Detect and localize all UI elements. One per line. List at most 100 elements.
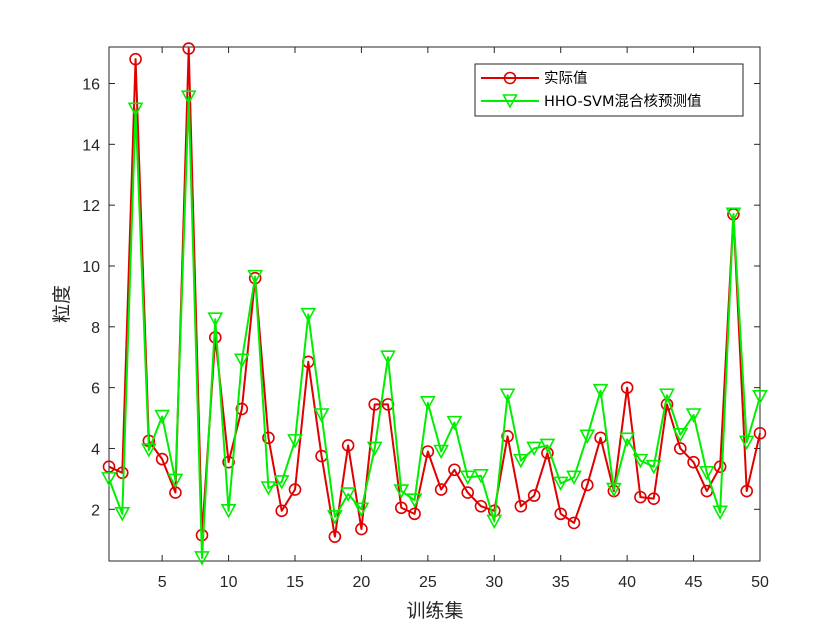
data-point-actual	[448, 463, 461, 477]
data-point-actual	[461, 486, 475, 499]
data-point-predicted	[420, 396, 436, 411]
data-point-actual	[527, 489, 541, 502]
data-point-predicted	[234, 353, 250, 368]
data-point-actual	[355, 522, 368, 536]
data-point-predicted	[300, 307, 317, 323]
data-point-predicted	[127, 102, 144, 118]
data-point-predicted	[738, 435, 755, 451]
data-point-predicted	[473, 469, 489, 484]
data-point-actual	[620, 381, 634, 394]
legend: 实际值 HHO-SVM混合核预测值	[474, 63, 744, 117]
data-point-predicted	[273, 475, 290, 490]
y-tick-label: 12	[82, 198, 100, 215]
x-tick-label: 50	[751, 574, 769, 591]
y-tick-labels: 2 4 6 8 10 12 14 16	[82, 76, 100, 519]
data-point-actual	[474, 499, 488, 513]
y-tick-label: 10	[82, 259, 100, 276]
data-point-predicted	[180, 90, 197, 105]
data-point-predicted	[632, 453, 649, 469]
data-point-actual	[394, 501, 408, 515]
data-point-actual	[687, 455, 700, 469]
data-point-predicted	[406, 493, 423, 508]
data-point-actual	[155, 452, 169, 466]
data-point-predicted	[592, 383, 609, 399]
data-point-predicted	[154, 409, 170, 425]
data-point-predicted	[446, 415, 463, 431]
data-point-predicted	[260, 481, 277, 496]
data-point-predicted	[672, 427, 689, 443]
y-axis-label: 粒度	[51, 285, 73, 323]
data-point-predicted	[353, 502, 370, 517]
data-point-actual	[740, 484, 754, 498]
data-point-predicted	[566, 470, 582, 486]
x-axis-label: 训练集	[406, 600, 463, 622]
data-point-actual	[341, 439, 355, 452]
x-tick-label: 40	[618, 574, 636, 591]
data-point-predicted	[340, 487, 356, 502]
x-tick-label: 25	[419, 574, 437, 591]
data-point-predicted	[699, 465, 715, 481]
data-point-actual	[634, 490, 647, 504]
data-point-predicted	[513, 453, 529, 469]
data-point-actual	[554, 507, 568, 521]
data-point-predicted	[220, 504, 237, 519]
y-tick-label: 6	[91, 381, 100, 398]
data-point-predicted	[167, 473, 184, 489]
data-point-actual	[501, 430, 514, 443]
data-point-actual	[673, 442, 687, 455]
data-point-actual	[713, 460, 727, 474]
data-point-predicted	[539, 438, 556, 454]
data-point-actual	[328, 530, 342, 543]
y-tick-label: 4	[91, 441, 100, 458]
data-point-predicted	[579, 429, 596, 444]
data-point-actual	[129, 52, 142, 66]
data-point-predicted	[486, 514, 503, 530]
data-point-predicted	[207, 312, 224, 327]
legend-label-predicted: HHO-SVM混合核预测值	[544, 93, 702, 110]
data-point-actual	[408, 507, 421, 521]
x-tick-label: 45	[685, 574, 703, 591]
x-tick-label: 15	[286, 574, 304, 591]
data-point-actual	[514, 499, 528, 513]
data-point-predicted	[313, 408, 330, 423]
data-point-actual	[567, 516, 581, 530]
data-point-predicted	[552, 476, 569, 492]
data-point-predicted	[366, 441, 383, 457]
x-tick-label: 10	[220, 574, 238, 591]
data-point-predicted	[526, 441, 542, 457]
data-point-predicted	[194, 551, 210, 566]
x-tick-label: 35	[552, 574, 570, 591]
data-point-actual	[182, 42, 196, 55]
data-point-predicted	[606, 482, 622, 498]
y-tick-label: 8	[91, 320, 100, 337]
x-tick-label: 20	[353, 574, 371, 591]
data-point-predicted	[752, 389, 768, 405]
data-point-actual	[288, 483, 302, 496]
data-point-actual	[222, 455, 235, 469]
data-point-predicted	[101, 472, 117, 487]
legend-marker-predicted	[502, 94, 518, 109]
x-tick-label: 5	[158, 574, 167, 591]
data-point-predicted	[327, 510, 343, 525]
series-line-predicted	[108, 96, 761, 559]
series-layer	[101, 42, 768, 566]
y-tick-label: 14	[82, 137, 100, 154]
data-point-actual	[434, 483, 448, 496]
data-point-predicted	[459, 470, 476, 486]
data-point-predicted	[287, 434, 303, 449]
data-point-actual	[753, 426, 767, 440]
data-point-predicted	[712, 505, 728, 521]
data-point-predicted	[499, 388, 516, 403]
data-point-actual	[275, 504, 289, 518]
data-point-actual	[235, 402, 249, 416]
data-point-predicted	[114, 507, 131, 522]
data-point-predicted	[141, 443, 157, 458]
legend-label-actual: 实际值	[544, 70, 588, 87]
data-point-actual	[421, 445, 435, 458]
data-point-actual	[580, 478, 594, 492]
legend-marker-actual	[503, 71, 517, 85]
x-tick-labels: 5 10 15 20 25 30 35 40 45 50	[158, 574, 769, 591]
legend-box	[474, 63, 744, 117]
data-point-predicted	[433, 444, 449, 460]
